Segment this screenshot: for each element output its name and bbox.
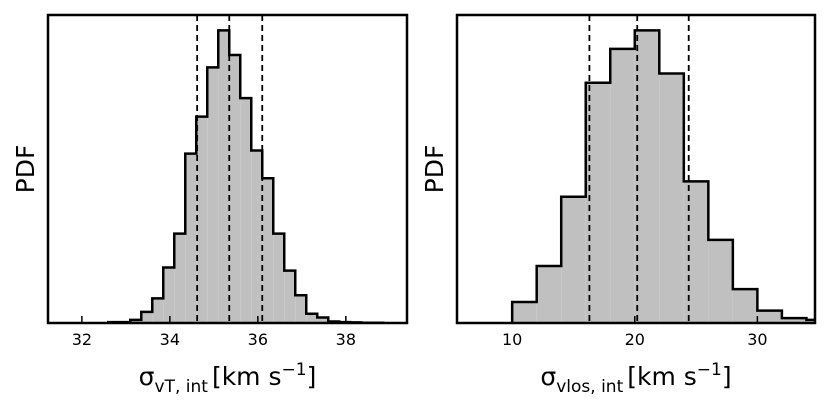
x-axis-label: σvT, int[km s−1]: [139, 360, 317, 397]
plot-area: [108, 15, 383, 323]
bar: [610, 49, 635, 323]
label-superscript: −1: [697, 360, 722, 380]
bar: [152, 298, 163, 323]
bar: [185, 154, 196, 323]
x-tick-label: 20: [625, 330, 645, 349]
label-symbol: σ: [139, 362, 155, 391]
x-axis-label: σvlos, int[km s−1]: [540, 360, 731, 397]
bar: [262, 178, 273, 323]
bar: [174, 234, 185, 323]
bar: [284, 271, 295, 323]
x-tick-label: 32: [72, 330, 92, 349]
bar: [757, 311, 782, 323]
bar: [163, 268, 174, 323]
bar: [141, 312, 152, 323]
bar: [708, 240, 733, 323]
x-tick-label: 30: [747, 330, 767, 349]
y-axis-label: PDF: [420, 145, 449, 194]
label-symbol: σ: [540, 362, 556, 391]
bar: [635, 30, 660, 323]
plot-area: [512, 15, 830, 323]
bar: [512, 302, 537, 323]
x-tick-label: 10: [502, 330, 522, 349]
bar: [537, 266, 562, 323]
bar: [273, 234, 284, 323]
x-tick-label: 38: [336, 330, 356, 349]
y-axis-label: PDF: [11, 145, 40, 194]
bar: [218, 30, 229, 323]
bar: [659, 74, 684, 323]
bar: [561, 197, 586, 323]
bar: [295, 295, 306, 323]
x-tick-label: 36: [248, 330, 268, 349]
bar: [240, 98, 251, 323]
bar: [306, 314, 317, 323]
label-close: ]: [722, 362, 732, 391]
bar: [229, 55, 240, 323]
label-superscript: −1: [282, 360, 307, 380]
label-close: ]: [307, 362, 317, 391]
label-unit: [km s: [212, 362, 282, 391]
label-unit: [km s: [627, 362, 697, 391]
bar: [684, 181, 709, 323]
label-subscript: vlos, int: [556, 377, 623, 397]
x-tick-label: 34: [160, 330, 180, 349]
label-subscript: vT, int: [155, 377, 209, 397]
bar: [207, 67, 218, 323]
bar: [251, 151, 262, 323]
bar: [733, 289, 758, 323]
